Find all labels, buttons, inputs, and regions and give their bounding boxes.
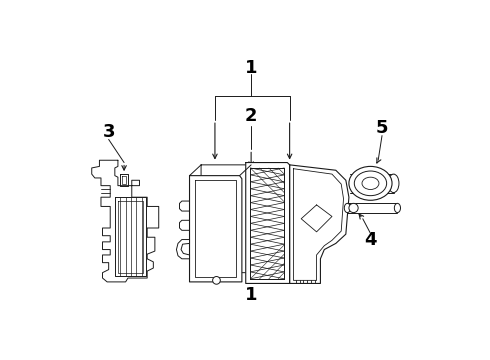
Circle shape bbox=[213, 276, 220, 284]
Polygon shape bbox=[176, 239, 190, 259]
Text: 2: 2 bbox=[245, 107, 257, 125]
Polygon shape bbox=[290, 165, 349, 283]
Ellipse shape bbox=[344, 203, 350, 213]
Ellipse shape bbox=[349, 166, 392, 200]
Text: 5: 5 bbox=[376, 119, 388, 137]
Text: 1: 1 bbox=[245, 59, 257, 77]
Polygon shape bbox=[190, 176, 242, 282]
Ellipse shape bbox=[362, 177, 379, 189]
Polygon shape bbox=[245, 163, 290, 283]
Circle shape bbox=[349, 203, 358, 213]
Text: 4: 4 bbox=[364, 230, 377, 248]
Ellipse shape bbox=[388, 174, 399, 193]
Text: 3: 3 bbox=[102, 123, 115, 141]
Ellipse shape bbox=[354, 171, 387, 195]
Text: 1: 1 bbox=[245, 287, 257, 305]
Polygon shape bbox=[201, 165, 253, 273]
Polygon shape bbox=[115, 197, 146, 276]
Polygon shape bbox=[92, 160, 159, 282]
Ellipse shape bbox=[394, 203, 400, 213]
